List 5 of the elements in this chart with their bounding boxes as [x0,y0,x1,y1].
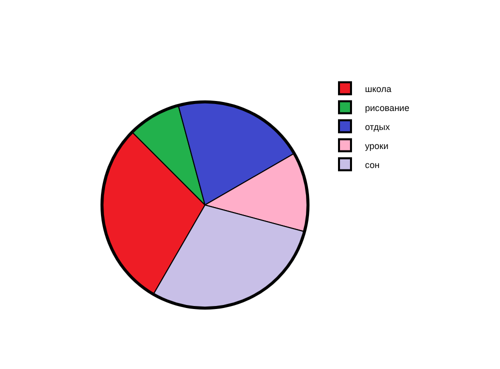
legend-label: уроки [365,140,388,151]
legend-label: рисование [365,102,410,113]
legend-label: сон [365,160,380,170]
legend-label: отдых [365,122,390,132]
legend-label: школа [365,84,392,94]
